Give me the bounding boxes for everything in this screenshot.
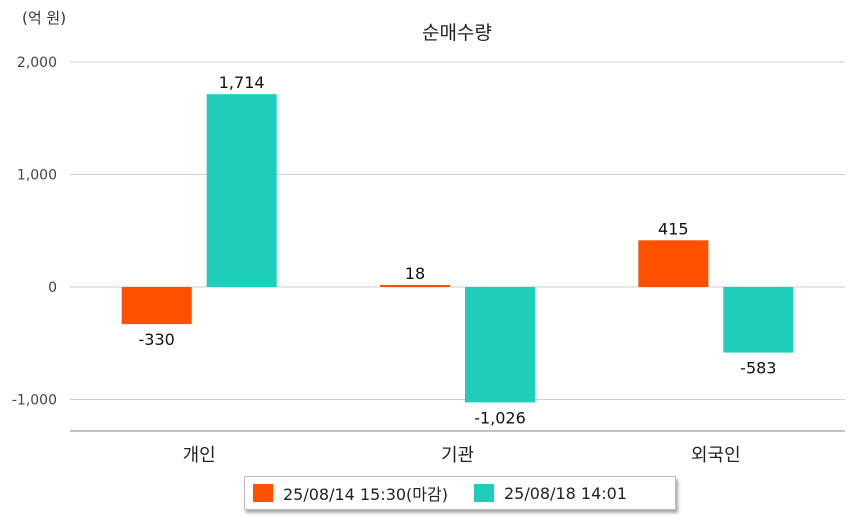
bar-2 xyxy=(206,94,277,287)
x-category-label: 외국인 xyxy=(691,445,741,466)
y-tick-label: 0 xyxy=(48,280,57,296)
y-tick-label: -1,000 xyxy=(12,393,57,409)
bar-2 xyxy=(723,287,794,353)
data-label: 1,714 xyxy=(219,73,265,92)
data-label: -583 xyxy=(740,359,776,378)
y-tick-label: 1,000 xyxy=(17,168,57,184)
legend-swatch-series-1 xyxy=(253,484,273,502)
data-label: -1,026 xyxy=(474,408,526,427)
bar-2 xyxy=(465,287,535,403)
bar-1 xyxy=(638,240,709,287)
legend-label-series-1: 25/08/14 15:30(마감) xyxy=(283,485,448,504)
data-label: 415 xyxy=(658,219,689,238)
y-unit-label: (억 원) xyxy=(22,9,67,27)
data-label: -330 xyxy=(139,330,175,349)
legend-label-series-2: 25/08/18 14:01 xyxy=(503,483,628,503)
legend-item-series-1[interactable]: 25/08/14 15:30(마감) xyxy=(253,481,448,505)
x-category-label: 기관 xyxy=(441,445,474,466)
legend-item-series-2[interactable]: 25/08/18 14:01 xyxy=(473,483,628,503)
bar-1 xyxy=(380,284,450,287)
chart-title: 순매수량 xyxy=(422,22,492,44)
y-tick-label: 2,000 xyxy=(17,55,57,71)
bar-chart: 2,000 1,000 0 -1,000 개인 -330 1,714 기관 18 -1,026 외국… xyxy=(12,55,845,466)
bar-1 xyxy=(121,287,192,325)
data-label: 18 xyxy=(405,264,425,283)
chart-legend: 25/08/14 15:30(마감) 25/08/18 14:01 xyxy=(244,476,676,510)
x-category-label: 개인 xyxy=(183,445,216,466)
legend-swatch-series-2 xyxy=(473,484,494,502)
